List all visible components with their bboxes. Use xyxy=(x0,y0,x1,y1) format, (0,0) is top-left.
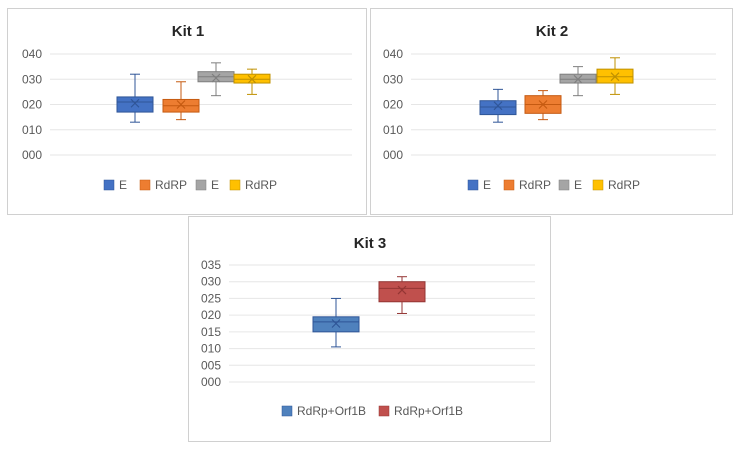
legend-swatch xyxy=(281,405,293,417)
y-tick-label: 010 xyxy=(22,123,42,137)
kit2-chart-panel: Kit 2 000 010 020 030 040 E RdRP E RdRP xyxy=(370,8,733,215)
legend-label: E xyxy=(119,178,127,192)
iqr-box xyxy=(116,96,154,113)
legend-swatch xyxy=(503,179,515,191)
mean-marker xyxy=(573,74,583,84)
y-tick-label: 005 xyxy=(201,358,221,372)
y-tick-label: 020 xyxy=(201,308,221,322)
y-tick-label: 000 xyxy=(22,148,42,162)
y-tick-label: 035 xyxy=(201,258,221,272)
legend-swatch xyxy=(378,405,390,417)
box-1 xyxy=(162,81,200,121)
legend-label: RdRP xyxy=(155,178,187,192)
legend-swatch xyxy=(229,179,241,191)
y-tick-label: 030 xyxy=(22,72,42,86)
kit3-chart: Kit 3 000 005 010 015 020 025 030 035 RdRp+Orf1B… xyxy=(201,235,535,418)
box-1 xyxy=(378,276,426,314)
legend-label: E xyxy=(574,178,582,192)
legend-label: RdRp+Orf1B xyxy=(297,404,366,418)
mean-marker xyxy=(610,72,620,82)
legend-swatch xyxy=(139,179,151,191)
legend-swatch xyxy=(195,179,207,191)
mean-marker xyxy=(211,73,221,83)
box-0 xyxy=(312,297,360,348)
y-tick-label: 020 xyxy=(383,98,403,112)
kit1-chart: Kit 1 000 010 020 030 040 E RdRP E RdRP xyxy=(22,23,352,192)
legend-label: RdRP xyxy=(245,178,277,192)
y-tick-label: 040 xyxy=(383,47,403,61)
chart-title: Kit 2 xyxy=(536,23,569,40)
y-tick-label: 020 xyxy=(22,98,42,112)
box-3 xyxy=(596,57,634,95)
y-tick-label: 000 xyxy=(383,148,403,162)
iqr-box xyxy=(378,281,426,303)
mean-marker xyxy=(397,285,407,295)
box-2 xyxy=(559,66,597,97)
mean-marker xyxy=(176,100,186,109)
kit3-chart-panel: Kit 3 000 005 010 015 020 025 030 035 RdRp+Orf1B… xyxy=(188,216,551,442)
mean-marker xyxy=(538,100,548,109)
y-tick-label: 025 xyxy=(201,291,221,305)
y-tick-label: 000 xyxy=(201,375,221,389)
y-tick-label: 030 xyxy=(383,72,403,86)
y-tick-label: 040 xyxy=(22,47,42,61)
kit1-chart-panel: Kit 1 000 010 020 030 040 E RdRP E RdRP xyxy=(7,8,367,215)
chart-title: Kit 3 xyxy=(354,235,387,252)
box-2 xyxy=(197,62,235,97)
kit2-chart: Kit 2 000 010 020 030 040 E RdRP E RdRP xyxy=(383,23,716,192)
box-0 xyxy=(479,88,517,123)
legend-swatch xyxy=(592,179,604,191)
legend-swatch xyxy=(467,179,479,191)
mean-marker xyxy=(331,319,341,328)
chart-title: Kit 1 xyxy=(172,23,205,40)
box-3 xyxy=(233,68,271,95)
legend-swatch xyxy=(558,179,570,191)
legend-label: RdRP xyxy=(608,178,640,192)
box-1 xyxy=(524,90,562,121)
y-tick-label: 030 xyxy=(201,275,221,289)
mean-marker xyxy=(493,101,503,111)
iqr-box xyxy=(479,100,517,116)
y-tick-label: 010 xyxy=(383,123,403,137)
mean-marker xyxy=(130,98,140,108)
legend-label: E xyxy=(483,178,491,192)
y-tick-label: 015 xyxy=(201,325,221,339)
y-tick-label: 010 xyxy=(201,342,221,356)
legend-label: RdRp+Orf1B xyxy=(394,404,463,418)
legend-swatch xyxy=(103,179,115,191)
legend-label: E xyxy=(211,178,219,192)
box-0 xyxy=(116,73,154,123)
legend-label: RdRP xyxy=(519,178,551,192)
mean-marker xyxy=(247,74,257,84)
